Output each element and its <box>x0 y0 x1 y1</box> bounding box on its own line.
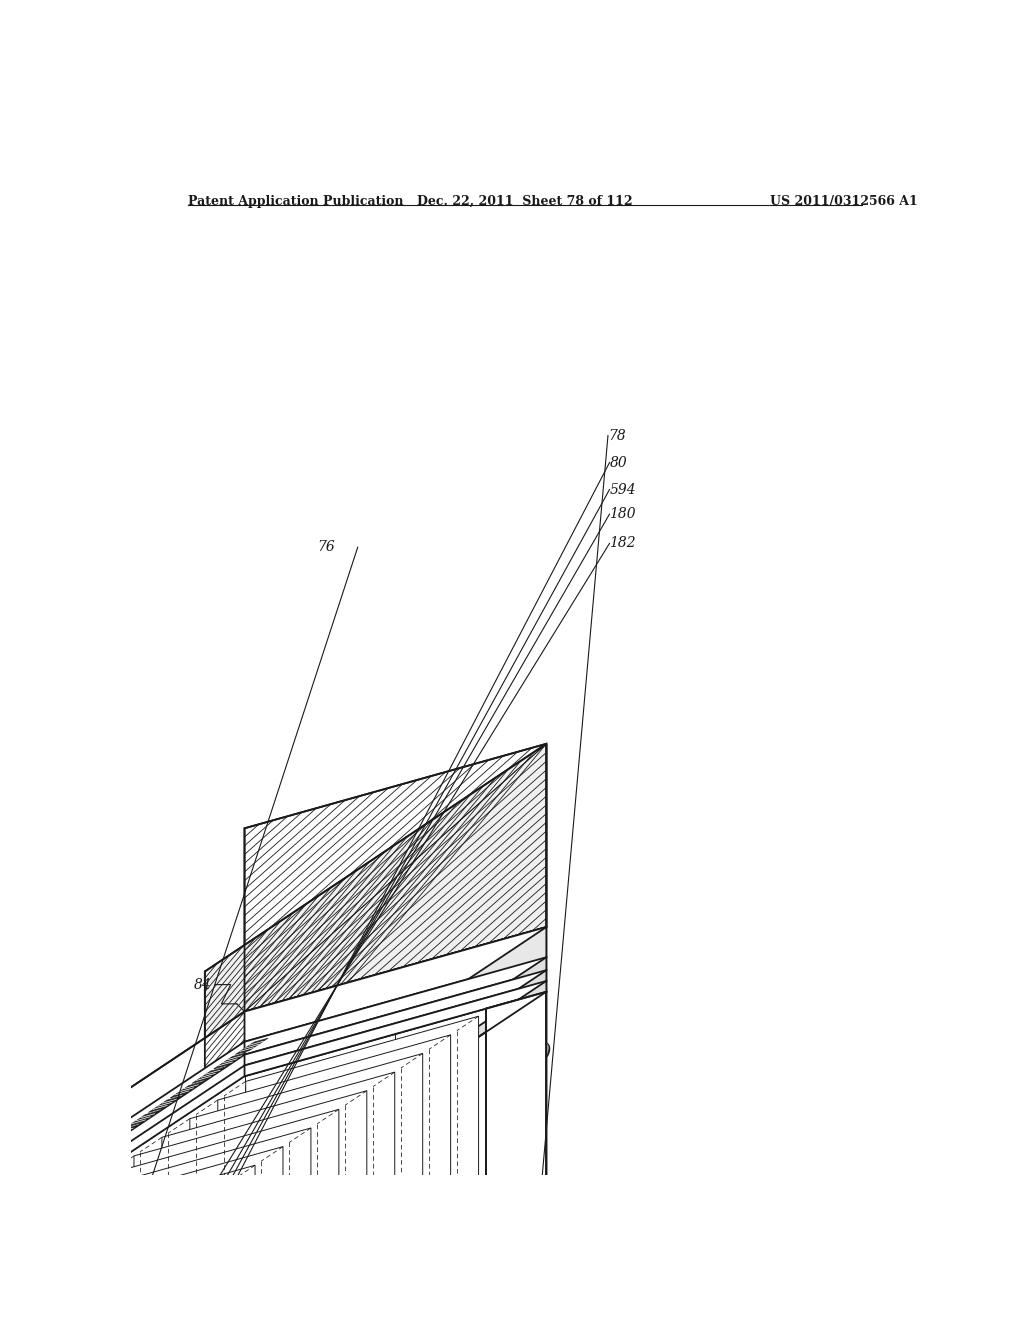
Polygon shape <box>0 1203 199 1320</box>
Text: 78: 78 <box>608 429 626 442</box>
Polygon shape <box>245 970 547 1065</box>
Polygon shape <box>105 1125 137 1142</box>
Polygon shape <box>0 927 547 1239</box>
Polygon shape <box>0 957 547 1270</box>
Polygon shape <box>0 991 547 1304</box>
Polygon shape <box>0 1221 171 1320</box>
Polygon shape <box>61 1154 94 1171</box>
Text: 594: 594 <box>609 483 636 496</box>
Polygon shape <box>245 743 547 1011</box>
Polygon shape <box>205 743 547 1155</box>
Polygon shape <box>0 970 547 1282</box>
Polygon shape <box>412 1319 423 1320</box>
Polygon shape <box>0 1197 29 1214</box>
Text: 76: 76 <box>316 540 335 554</box>
Text: Dec. 22, 2011  Sheet 78 of 112: Dec. 22, 2011 Sheet 78 of 112 <box>417 194 633 207</box>
Text: 180: 180 <box>609 507 636 521</box>
Polygon shape <box>191 1067 224 1084</box>
Polygon shape <box>134 1090 367 1320</box>
Text: 182: 182 <box>609 536 636 550</box>
Polygon shape <box>0 1184 227 1320</box>
Polygon shape <box>0 981 547 1294</box>
Polygon shape <box>236 1038 268 1055</box>
Polygon shape <box>439 1300 451 1319</box>
Polygon shape <box>218 1035 451 1320</box>
Polygon shape <box>127 1110 160 1127</box>
Polygon shape <box>467 1282 478 1300</box>
Polygon shape <box>224 1296 478 1320</box>
Polygon shape <box>205 981 547 1220</box>
Polygon shape <box>18 1183 51 1200</box>
Polygon shape <box>50 1147 283 1320</box>
Polygon shape <box>189 1053 423 1320</box>
Polygon shape <box>78 1129 311 1320</box>
Polygon shape <box>83 1139 116 1156</box>
Polygon shape <box>0 1294 547 1320</box>
Text: 84: 84 <box>194 978 211 991</box>
Text: US 2011/0312566 A1: US 2011/0312566 A1 <box>770 194 918 207</box>
Polygon shape <box>148 1096 181 1113</box>
Polygon shape <box>205 970 547 1209</box>
Polygon shape <box>196 1315 451 1320</box>
Polygon shape <box>205 957 547 1197</box>
Polygon shape <box>205 991 547 1320</box>
Polygon shape <box>245 957 547 1055</box>
Text: 80: 80 <box>609 455 628 470</box>
Polygon shape <box>205 927 547 1185</box>
Polygon shape <box>23 1166 255 1320</box>
Polygon shape <box>245 927 547 1041</box>
Polygon shape <box>486 991 547 1311</box>
Polygon shape <box>106 1109 339 1320</box>
Polygon shape <box>245 981 547 1076</box>
Polygon shape <box>162 1072 394 1320</box>
Polygon shape <box>246 1016 478 1320</box>
Text: Patent Application Publication: Patent Application Publication <box>188 194 403 207</box>
Polygon shape <box>40 1168 73 1185</box>
Polygon shape <box>0 1212 7 1229</box>
Text: FIG. 99 (Inset CC): FIG. 99 (Inset CC) <box>372 1043 552 1061</box>
Polygon shape <box>214 1052 247 1069</box>
Polygon shape <box>170 1081 203 1098</box>
